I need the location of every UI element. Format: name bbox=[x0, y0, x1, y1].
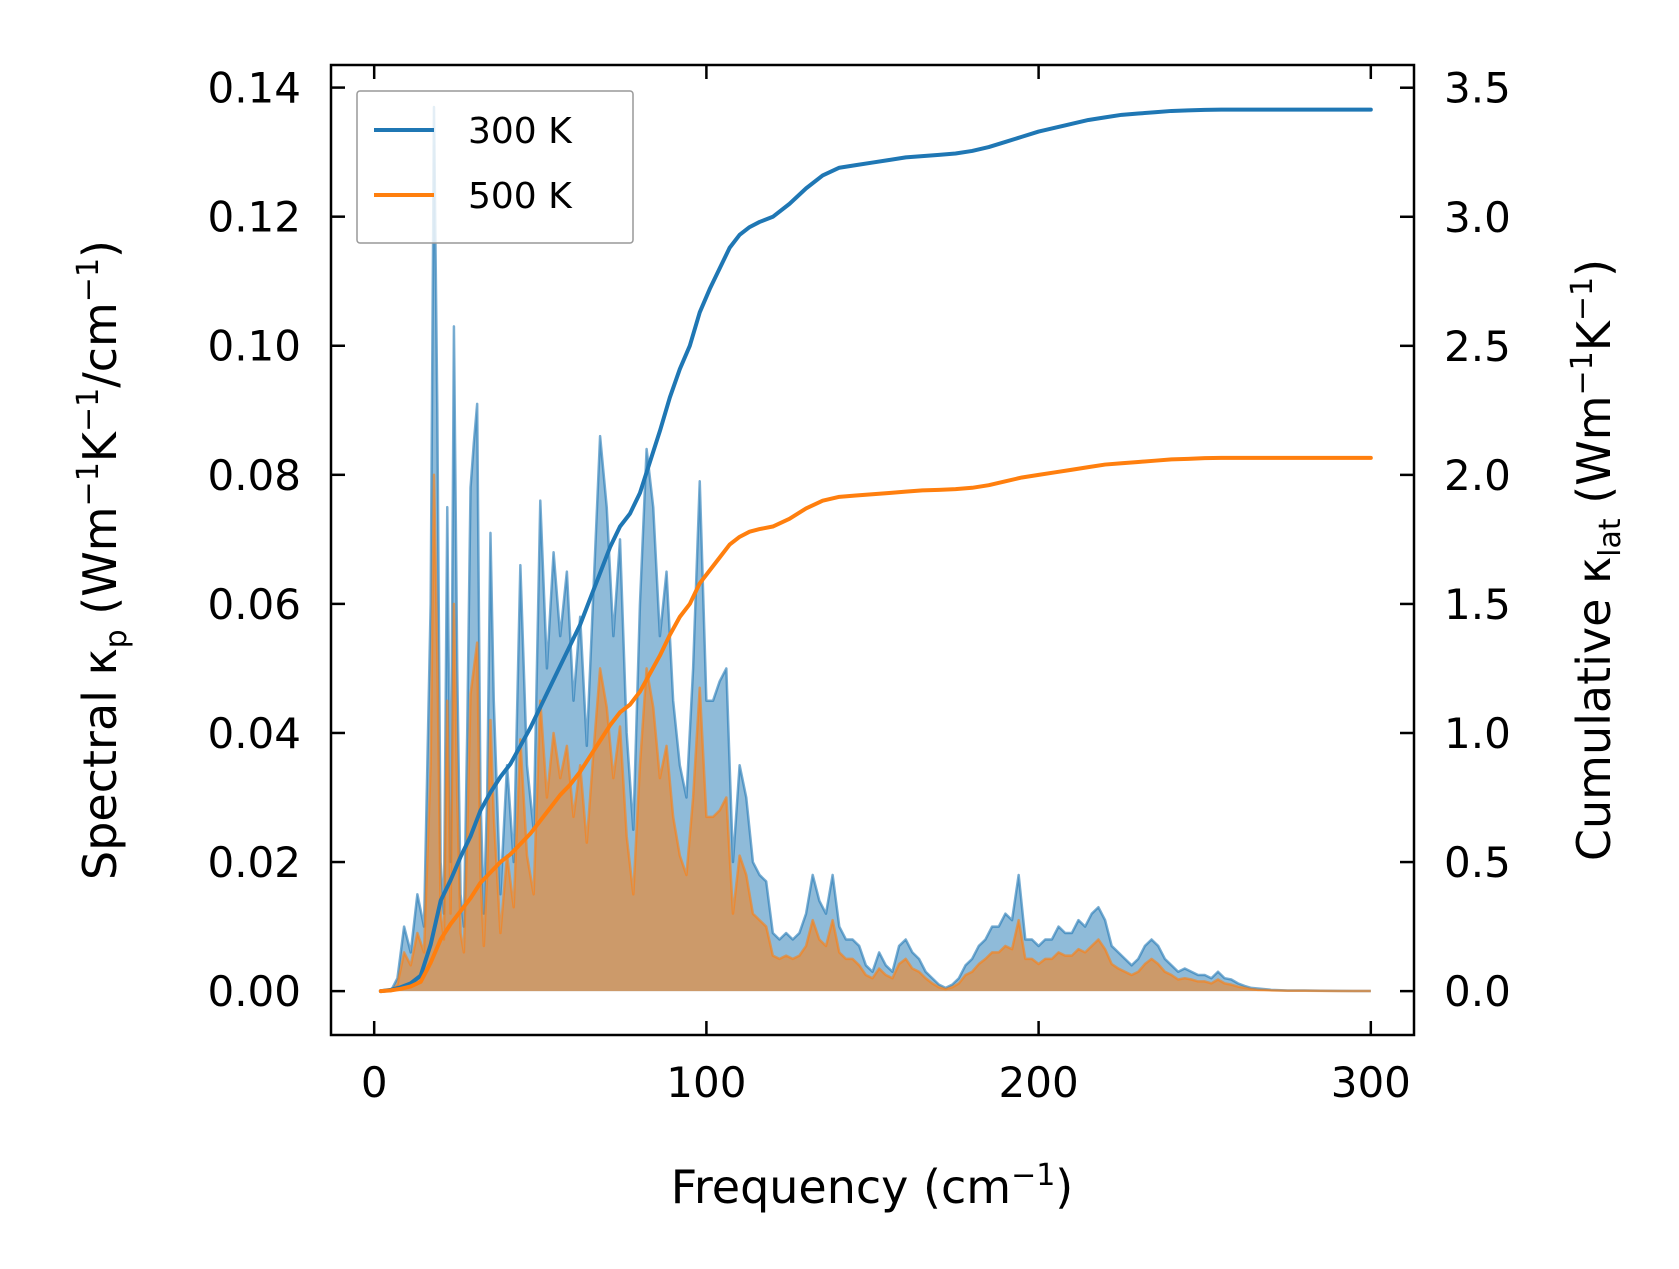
x-axis-label: Frequency (cm−1) bbox=[671, 1158, 1074, 1214]
y-left-tick-label: 0.06 bbox=[207, 580, 301, 629]
legend: 300 K 500 K bbox=[356, 90, 634, 244]
y-right-tick-label: 0.5 bbox=[1444, 838, 1511, 887]
y-right-tick-label: 1.5 bbox=[1444, 580, 1511, 629]
y-left-tick-label: 0.12 bbox=[207, 193, 301, 242]
y-right-tick-label: 2.0 bbox=[1444, 451, 1511, 500]
x-tick-label: 100 bbox=[666, 1058, 746, 1107]
area-500-k-spectral bbox=[380, 474, 1371, 992]
y-left-tick-label: 0.02 bbox=[207, 838, 301, 887]
line-500-k-spectral bbox=[380, 473, 1371, 993]
y-left-axis-label: Spectral κp (Wm−1K−1/cm−1) bbox=[71, 240, 134, 880]
line-500-k-cumulative bbox=[378, 455, 1373, 994]
x-tick-label: 200 bbox=[999, 1058, 1079, 1107]
legend-label-300k: 300 K bbox=[468, 111, 573, 152]
ticks: 0 100 200 300 0.00 0.02 0.04 0.06 0.08 0.10 0.12 0.… bbox=[207, 64, 1510, 1107]
axes-frame bbox=[329, 63, 1416, 1037]
legend-label-500k: 500 K bbox=[468, 176, 573, 217]
x-tick-label: 300 bbox=[1331, 1058, 1411, 1107]
y-right-axis-label: Cumulative κlat (Wm−1K−1) bbox=[1565, 259, 1628, 861]
y-left-tick-label: 0.14 bbox=[207, 64, 301, 113]
y-right-tick-label: 2.5 bbox=[1444, 322, 1511, 371]
axes-border bbox=[329, 63, 1416, 1037]
plot-area bbox=[378, 105, 1373, 994]
y-right-tick-label: 3.5 bbox=[1444, 64, 1511, 113]
line-300-k-spectral bbox=[380, 105, 1371, 993]
y-right-tick-label: 3.0 bbox=[1444, 193, 1511, 242]
y-left-tick-label: 0.00 bbox=[207, 967, 301, 1016]
y-left-tick-label: 0.10 bbox=[207, 322, 301, 371]
y-right-tick-label: 0.0 bbox=[1444, 967, 1511, 1016]
y-left-tick-label: 0.04 bbox=[207, 709, 301, 758]
line-300-k-cumulative bbox=[378, 107, 1373, 994]
x-tick-label: 0 bbox=[361, 1058, 388, 1107]
y-left-tick-label: 0.08 bbox=[207, 451, 301, 500]
y-right-tick-label: 1.0 bbox=[1444, 709, 1511, 758]
